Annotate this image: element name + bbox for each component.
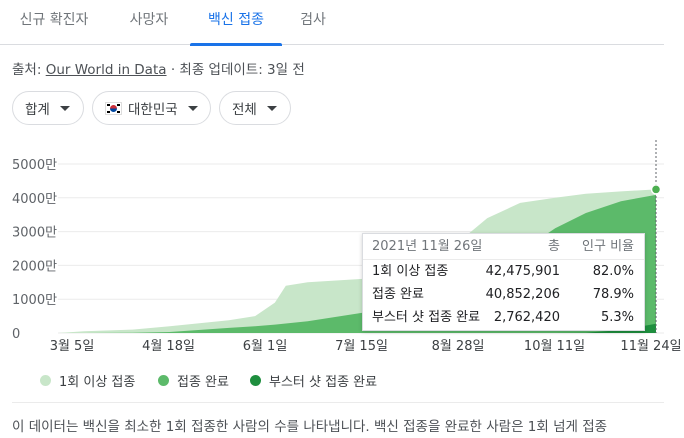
tab-vaccination[interactable]: 백신 접종 bbox=[190, 0, 282, 46]
y-tick-label: 5000만 bbox=[12, 158, 57, 173]
tooltip-ratio-header: 인구 비율 bbox=[582, 239, 634, 254]
tooltip-row-first-dose: 1회 이상 접종 42,475,901 82.0% bbox=[372, 264, 634, 279]
hover-marker bbox=[650, 140, 662, 333]
divider bbox=[12, 402, 664, 403]
caret-down-icon bbox=[187, 105, 198, 111]
tab-deaths[interactable]: 사망자 bbox=[129, 12, 169, 28]
y-axis-labels: 5000만 4000만 3000만 2000만 1000만 0 bbox=[12, 158, 57, 342]
tooltip-total-header: 총 bbox=[548, 239, 560, 254]
country-dropdown[interactable]: 대한민국 bbox=[92, 91, 211, 125]
legend-swatch bbox=[40, 375, 51, 386]
chart-tooltip: 2021년 11월 26일 총 인구 비율 1회 이상 접종 42,475,90… bbox=[362, 233, 645, 331]
y-tick-label: 0 bbox=[12, 327, 20, 342]
caret-down-icon bbox=[59, 105, 70, 111]
description-text: 이 데이터는 백신을 최소한 1회 접종한 사람의 수를 나타냅니다. 백신 접… bbox=[12, 419, 608, 435]
booster-area bbox=[58, 323, 656, 333]
tooltip-row-completed: 접종 완료 40,852,206 78.9% bbox=[372, 287, 634, 302]
x-tick-label: 3월 5일 bbox=[50, 339, 95, 354]
x-tick-label: 11월 24일 bbox=[620, 339, 681, 354]
x-tick-label: 7월 15일 bbox=[335, 339, 388, 354]
hover-point bbox=[650, 184, 662, 195]
legend-first-dose[interactable]: 1회 이상 접종 bbox=[40, 371, 135, 390]
total-dropdown-label: 합계 bbox=[25, 102, 50, 118]
x-tick-label: 4월 18일 bbox=[142, 339, 195, 354]
scope-dropdown-label: 전체 bbox=[232, 102, 257, 118]
tab-bar: 신규 확진자 사망자 백신 접종 검사 bbox=[0, 0, 664, 46]
x-tick-label: 10월 11일 bbox=[524, 339, 585, 354]
legend-swatch bbox=[250, 375, 261, 386]
x-tick-label: 6월 1일 bbox=[243, 339, 288, 354]
source-line: 출처: Our World in Data · 최종 업데이트: 3일 전 bbox=[12, 58, 305, 78]
y-tick-label: 1000만 bbox=[12, 293, 57, 308]
tab-tests[interactable]: 검사 bbox=[300, 12, 326, 28]
x-tick-label: 8월 28일 bbox=[432, 339, 485, 354]
caret-down-icon bbox=[266, 105, 277, 111]
tab-new-cases[interactable]: 신규 확진자 bbox=[19, 12, 89, 28]
y-tick-label: 4000만 bbox=[12, 192, 57, 207]
country-dropdown-label: 대한민국 bbox=[128, 102, 178, 118]
x-axis-labels: 3월 5일 4월 18일 6월 1일 7월 15일 8월 28일 10월 11일 11월 2… bbox=[50, 339, 682, 354]
source-link[interactable]: Our World in Data bbox=[45, 62, 167, 78]
tooltip-row-booster: 부스터 샷 접종 완료 2,762,420 5.3% bbox=[372, 310, 634, 325]
source-prefix: 출처: bbox=[12, 62, 42, 78]
last-updated: · 최종 업데이트: 3일 전 bbox=[170, 62, 305, 78]
korea-flag-icon bbox=[105, 101, 122, 115]
legend-booster[interactable]: 부스터 샷 접종 완료 bbox=[250, 371, 377, 390]
total-dropdown[interactable]: 합계 bbox=[12, 91, 84, 125]
legend-completed[interactable]: 접종 완료 bbox=[158, 371, 229, 390]
legend-swatch bbox=[158, 375, 169, 386]
y-tick-label: 3000만 bbox=[12, 226, 57, 241]
scope-dropdown[interactable]: 전체 bbox=[219, 91, 291, 125]
y-tick-label: 2000만 bbox=[12, 259, 57, 274]
tooltip-date: 2021년 11월 26일 bbox=[372, 239, 483, 254]
